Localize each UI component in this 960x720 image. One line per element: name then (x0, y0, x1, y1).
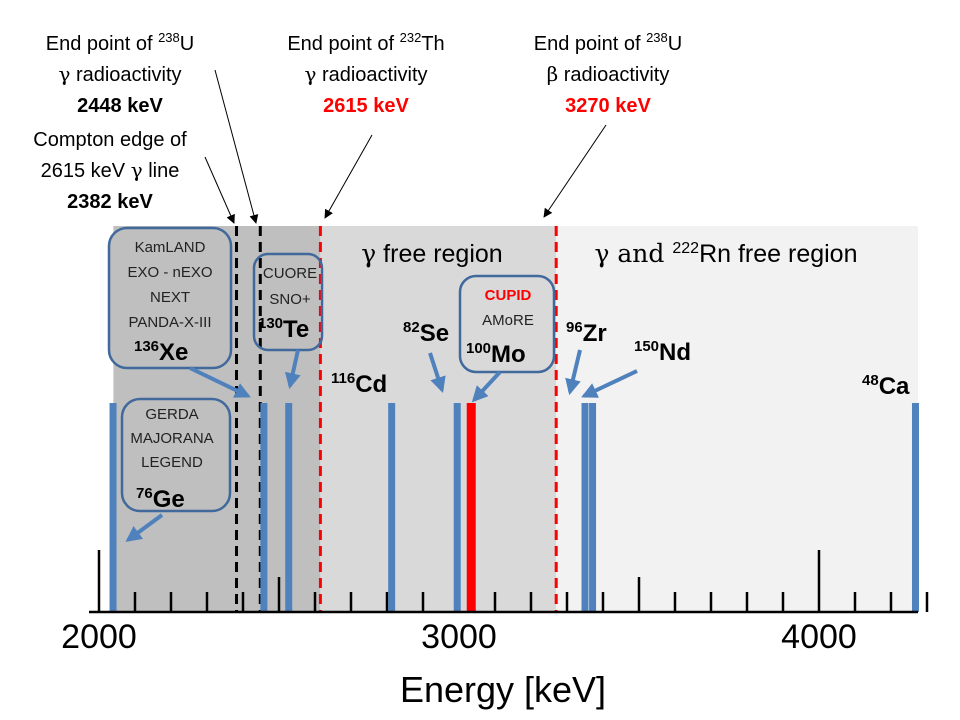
svg-text:2448 keV: 2448 keV (77, 95, 163, 117)
arrow-xe (189, 366, 251, 398)
radon-free-label: γ and 222Rn free region (595, 239, 858, 268)
callout-box-xe (107, 226, 233, 370)
svg-text:2382 keV: 2382 keV (67, 191, 153, 213)
svg-text:3270 keV: 3270 keV (565, 95, 651, 117)
callout-box-ge (120, 397, 232, 513)
arrow-u238-beta (543, 124, 607, 218)
annotation-compton-edge: Compton edge of 2615 keV γ line 2382 keV (33, 129, 187, 213)
arrow-u238-gamma (214, 69, 259, 224)
svg-text:β radioactivity: β radioactivity (547, 62, 670, 86)
isotope-label-se: 82Se (403, 319, 449, 347)
svg-text:γ radioactivity: γ radioactivity (58, 62, 181, 86)
tick-label: 3000 (421, 618, 497, 656)
svg-text:2615 keV: 2615 keV (323, 95, 409, 117)
callout-te-experiments: CUORE SNO+ (263, 265, 317, 308)
svg-text:Compton edge of: Compton edge of (33, 129, 187, 151)
isotope-label-nd: 150Nd (634, 338, 691, 366)
svg-text:End point of 238U: End point of 238U (534, 30, 682, 55)
isotope-label-te: 130Te (258, 315, 309, 343)
isotope-label-cd: 116Cd (331, 370, 387, 398)
arrow-ge (125, 513, 164, 542)
tick-label: 4000 (781, 618, 857, 656)
annotation-th232-gamma: End point of 232Th γ radioactivity 2615 … (287, 30, 444, 117)
svg-text:End point of 238U: End point of 238U (46, 30, 194, 55)
gamma-free-label: γ free region (361, 239, 502, 268)
annotation-u238-gamma: End point of 238U γ radioactivity 2448 k… (46, 30, 194, 117)
svg-text:GERDA: GERDA (145, 406, 198, 423)
isotope-label-mo: 100Mo (466, 340, 526, 368)
svg-text:2615 keV γ line: 2615 keV γ line (41, 158, 180, 182)
reference-lines (235, 226, 558, 612)
svg-text:γ radioactivity: γ radioactivity (304, 62, 427, 86)
arrow-se (428, 352, 446, 394)
annotation-u238-beta: End point of 238U β radioactivity 3270 k… (534, 30, 682, 117)
arrow-zr (565, 349, 582, 396)
svg-text:End point of 232Th: End point of 232Th (287, 30, 444, 55)
arrow-nd (581, 369, 638, 398)
callout-box-te (252, 252, 324, 352)
callout-ge-experiments: GERDA MAJORANA LEGEND (130, 406, 213, 471)
arrow-compton-edge (204, 156, 235, 224)
svg-text:NEXT: NEXT (150, 289, 190, 306)
isotope-label-zr: 96Zr (566, 319, 607, 347)
callout-box-mo (458, 274, 556, 374)
isotope-label-ca: 48Ca (862, 372, 910, 400)
svg-text:CUORE: CUORE (263, 265, 317, 282)
arrow-te (284, 349, 301, 390)
svg-text:SNO+: SNO+ (269, 291, 311, 308)
isotope-label-ge: 76Ge (136, 485, 185, 513)
callout-mo-amore: AMoRE (482, 312, 534, 329)
callout-mo-cupid: CUPID (485, 287, 532, 304)
callout-xe-experiments: KamLAND EXO - nEXO NEXT PANDA-X-III (127, 239, 212, 331)
isotope-label-xe: 136Xe (134, 338, 188, 366)
isotope-lines (109, 403, 919, 612)
svg-text:KamLAND: KamLAND (135, 239, 206, 256)
svg-text:PANDA-X-III: PANDA-X-III (128, 314, 211, 331)
x-axis-title: Energy [keV] (400, 669, 606, 710)
gamma-radon-free-region (556, 226, 918, 612)
svg-text:MAJORANA: MAJORANA (130, 430, 213, 447)
gamma-free-region (320, 226, 557, 612)
arrow-mo (471, 370, 502, 403)
tick-label: 2000 (61, 618, 137, 656)
arrow-th232-gamma (324, 134, 373, 219)
svg-text:EXO - nEXO: EXO - nEXO (127, 264, 212, 281)
svg-text:LEGEND: LEGEND (141, 454, 203, 471)
x-tick-labels: 2000 3000 4000 (61, 618, 857, 656)
